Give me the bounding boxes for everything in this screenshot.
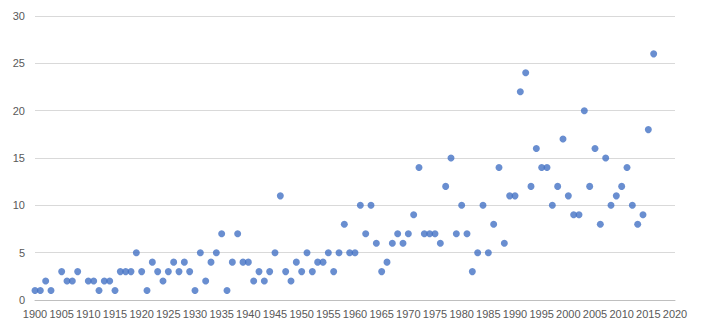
svg-text:2015: 2015: [636, 308, 660, 320]
svg-text:1990: 1990: [503, 308, 527, 320]
svg-text:2020: 2020: [663, 308, 687, 320]
svg-text:1965: 1965: [369, 308, 393, 320]
svg-text:1935: 1935: [209, 308, 233, 320]
svg-text:1925: 1925: [156, 308, 180, 320]
svg-text:1910: 1910: [76, 308, 100, 320]
svg-text:1920: 1920: [129, 308, 153, 320]
svg-text:1955: 1955: [316, 308, 340, 320]
svg-text:1940: 1940: [236, 308, 260, 320]
svg-text:1905: 1905: [49, 308, 73, 320]
svg-text:10: 10: [13, 199, 25, 211]
svg-text:25: 25: [13, 57, 25, 69]
svg-text:2000: 2000: [556, 308, 580, 320]
svg-text:1930: 1930: [183, 308, 207, 320]
svg-text:1985: 1985: [476, 308, 500, 320]
svg-text:1960: 1960: [343, 308, 367, 320]
svg-text:1950: 1950: [289, 308, 313, 320]
svg-text:1915: 1915: [103, 308, 127, 320]
svg-text:0: 0: [19, 294, 25, 306]
svg-text:30: 30: [13, 10, 25, 22]
svg-text:1900: 1900: [23, 308, 47, 320]
svg-text:1945: 1945: [263, 308, 287, 320]
svg-text:2005: 2005: [583, 308, 607, 320]
svg-text:1975: 1975: [423, 308, 447, 320]
svg-text:1980: 1980: [449, 308, 473, 320]
svg-text:1970: 1970: [396, 308, 420, 320]
svg-text:5: 5: [19, 247, 25, 259]
svg-text:1995: 1995: [529, 308, 553, 320]
svg-text:15: 15: [13, 152, 25, 164]
svg-text:20: 20: [13, 105, 25, 117]
svg-text:2010: 2010: [609, 308, 633, 320]
